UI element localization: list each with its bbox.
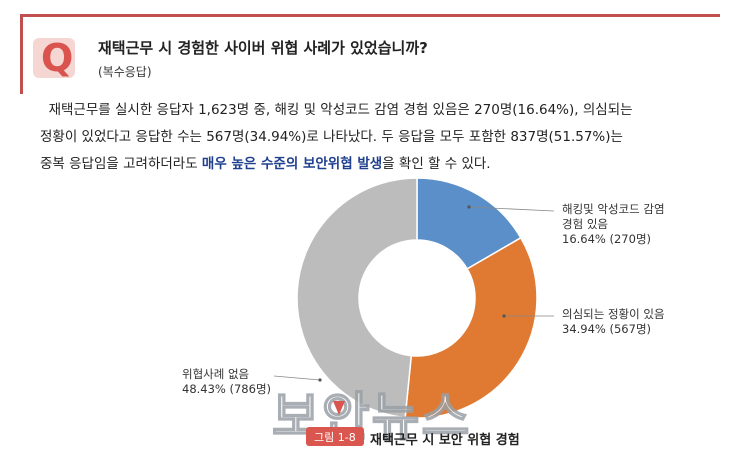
callout-dot-1 bbox=[467, 205, 471, 209]
callout-dot-2 bbox=[502, 314, 506, 318]
callout-dot-3 bbox=[318, 378, 322, 382]
summary-line-1-text: 재택근무를 실시한 응답자 1,623명 중, 해킹 및 악성코드 감염 경험 … bbox=[48, 102, 633, 118]
figure-tag-text: 그림 1-8 bbox=[314, 431, 356, 444]
slice-label-1-line-2: 경험 있음 bbox=[562, 217, 608, 231]
summary-line-2: 정황이 있었다고 응답한 수는 567명(34.94%)로 나타났다. 두 응답… bbox=[40, 129, 623, 145]
donut-slice-3 bbox=[296, 177, 418, 419]
question-badge: Q bbox=[33, 36, 81, 82]
left-border bbox=[20, 14, 23, 94]
summary-paragraph: 재택근무를 실시한 응답자 1,623명 중, 해킹 및 악성코드 감염 경험 … bbox=[40, 97, 730, 178]
callout-line-1 bbox=[468, 206, 555, 212]
question-badge-background bbox=[33, 38, 75, 78]
callout-line-3 bbox=[273, 375, 321, 381]
figure-caption: 재택근무 시 보안 위협 경험 bbox=[370, 433, 520, 448]
slice-label-2-line-2: 34.94% (567명) bbox=[562, 322, 651, 336]
question-badge-letter: Q bbox=[41, 36, 74, 80]
slice-label-1-line-1: 해킹및 악성코드 감염 bbox=[562, 202, 665, 216]
summary-line-3-before: 중복 응답임을 고려하더라도 bbox=[40, 156, 202, 172]
summary-line-3-after: 을 확인 할 수 있다. bbox=[382, 156, 491, 172]
summary-highlight: 매우 높은 수준의 보안위협 발생 bbox=[201, 156, 383, 172]
question-title: 재택근무 시 경험한 사이버 위협 사례가 있었습니까? bbox=[98, 39, 428, 57]
question-subtitle: (복수응답) bbox=[98, 65, 152, 79]
donut-slice-2 bbox=[404, 236, 538, 419]
slice-label-2-line-1: 의심되는 정황이 있음 bbox=[562, 307, 665, 321]
summary-line-1: 재택근무를 실시한 응답자 1,623명 중, 해킹 및 악성코드 감염 경험 … bbox=[40, 97, 730, 124]
slice-label-3-line-2: 48.43% (786명) bbox=[182, 382, 271, 396]
watermark-text: 보안뉴스 bbox=[272, 388, 471, 448]
slice-label-3-line-1: 위협사례 없음 bbox=[182, 367, 249, 381]
figure-tag: 그림 1-8 bbox=[306, 427, 364, 446]
top-border bbox=[20, 14, 720, 17]
watermark-logo-mark bbox=[333, 401, 345, 415]
summary-line-3: 중복 응답임을 고려하더라도 매우 높은 수준의 보안위협 발생을 확인 할 수… bbox=[40, 151, 730, 178]
slice-label-1-line-3: 16.64% (270명) bbox=[562, 232, 651, 246]
